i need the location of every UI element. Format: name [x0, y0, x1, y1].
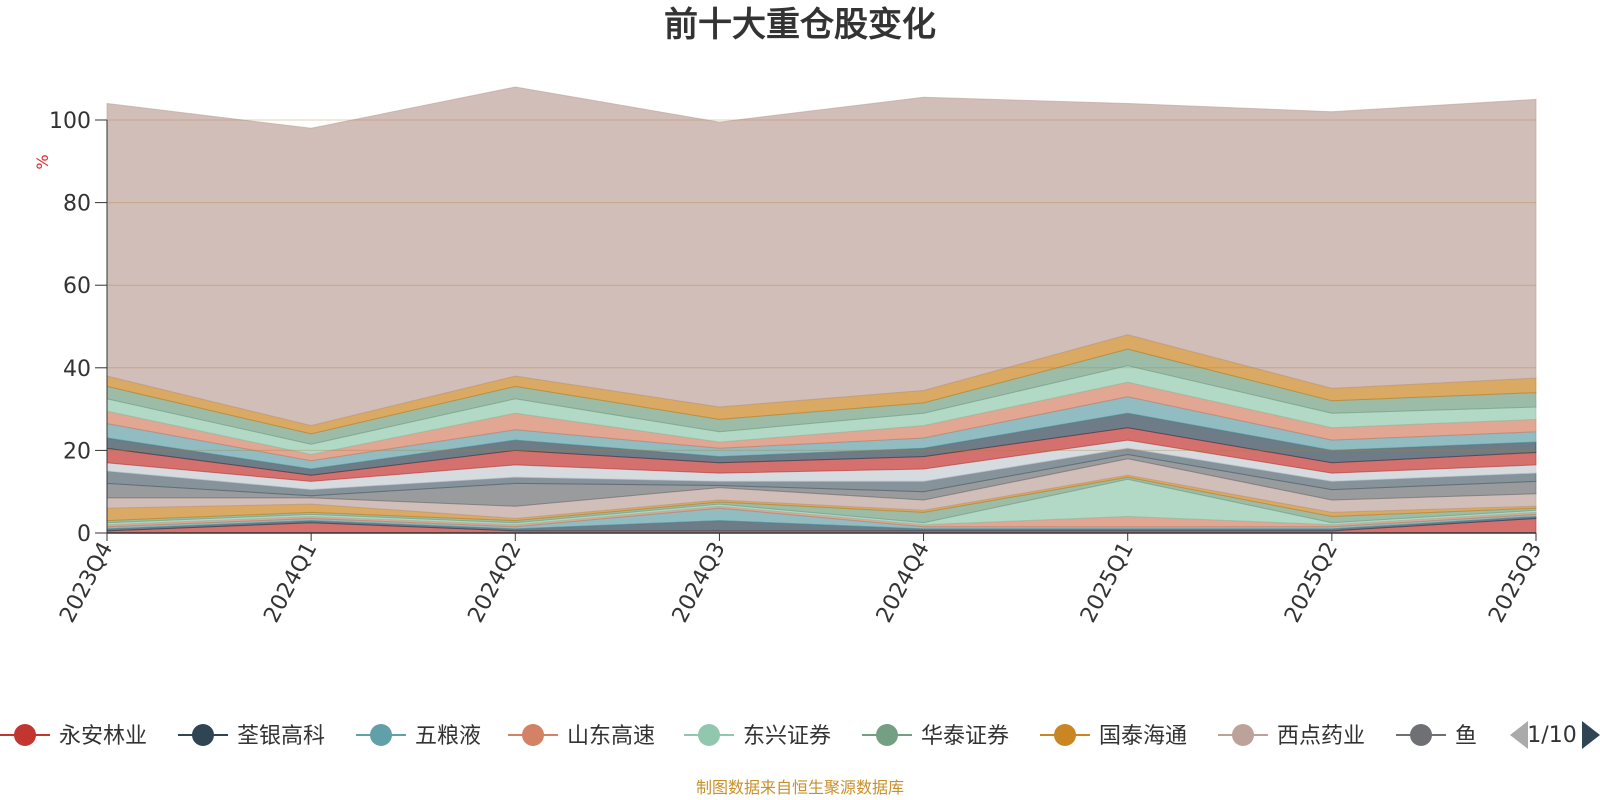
legend-marker: [1232, 724, 1254, 746]
legend-item[interactable]: 五粮液: [356, 724, 481, 749]
legend-item[interactable]: 山东高速: [508, 724, 655, 749]
legend-marker: [1410, 724, 1432, 746]
x-tick-label: 2025Q3: [1484, 538, 1547, 627]
triangle-right-icon[interactable]: [1582, 721, 1600, 749]
legend-label: 国泰海通: [1099, 724, 1187, 749]
legend-label: 山东高速: [567, 724, 655, 749]
axes: [95, 119, 1537, 541]
legend-label: 鱼: [1455, 724, 1477, 749]
x-tick-label: 2025Q2: [1280, 538, 1343, 627]
legend-label: 永安林业: [59, 724, 147, 749]
legend-label: 西点药业: [1277, 724, 1365, 749]
triangle-left-icon[interactable]: [1510, 721, 1528, 749]
y-tick-label: 100: [49, 109, 91, 134]
y-tick-label: 60: [63, 274, 91, 299]
legend: 永安林业 荃银高科 五粮液 山东高速 东兴证券 华泰证券 国泰海通 西点药业 鱼: [0, 724, 1477, 749]
x-tick-label: 2023Q4: [55, 538, 118, 627]
legend-marker: [192, 724, 214, 746]
legend-item[interactable]: 国泰海通: [1040, 724, 1187, 749]
legend-item[interactable]: 永安林业: [0, 724, 147, 749]
area-series-18: [106, 86, 1537, 427]
x-tick-label: 2024Q4: [872, 538, 935, 627]
y-tick-label: 40: [63, 357, 91, 382]
y-tick-label: 20: [63, 439, 91, 464]
legend-label: 五粮液: [415, 724, 481, 749]
legend-marker: [370, 724, 392, 746]
legend-label: 荃银高科: [237, 724, 325, 749]
x-tick-labels: 2023Q4 2024Q1 2024Q2 2024Q3 2024Q4 2025Q1 2025…: [55, 538, 1547, 627]
data-source-footer: 制图数据来自恒生聚源数据库: [696, 778, 904, 797]
stacked-areas: [106, 86, 1537, 534]
y-axis-unit-label: %: [33, 154, 52, 169]
x-tick-label: 2025Q1: [1076, 538, 1139, 627]
legend-item[interactable]: 华泰证券: [862, 724, 1009, 749]
legend-pager: 1/10: [1510, 721, 1600, 749]
legend-marker: [698, 724, 720, 746]
x-tick-label: 2024Q3: [668, 538, 731, 627]
x-tick-label: 2024Q1: [259, 538, 322, 627]
legend-label: 东兴证券: [743, 724, 831, 749]
legend-item[interactable]: 东兴证券: [684, 724, 831, 749]
x-tick-label: 2024Q2: [464, 538, 527, 627]
chart-title: 前十大重仓股变化: [664, 5, 936, 45]
legend-item[interactable]: 鱼: [1396, 724, 1477, 749]
legend-marker: [522, 724, 544, 746]
legend-item[interactable]: 荃银高科: [178, 724, 325, 749]
y-tick-label: 0: [77, 522, 91, 547]
legend-marker: [14, 724, 36, 746]
y-tick-label: 80: [63, 192, 91, 217]
legend-marker: [1054, 724, 1076, 746]
y-tick-labels: 0 20 40 60 80 100: [49, 109, 91, 547]
legend-label: 华泰证券: [921, 724, 1009, 749]
legend-item[interactable]: 西点药业: [1218, 724, 1365, 749]
legend-page-indicator: 1/10: [1527, 723, 1576, 748]
legend-marker: [876, 724, 898, 746]
